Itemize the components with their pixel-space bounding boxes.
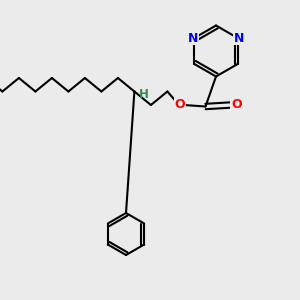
Text: O: O bbox=[175, 98, 185, 111]
Text: N: N bbox=[234, 32, 244, 45]
Text: N: N bbox=[188, 32, 198, 45]
Text: H: H bbox=[139, 88, 148, 101]
Text: O: O bbox=[231, 98, 242, 112]
